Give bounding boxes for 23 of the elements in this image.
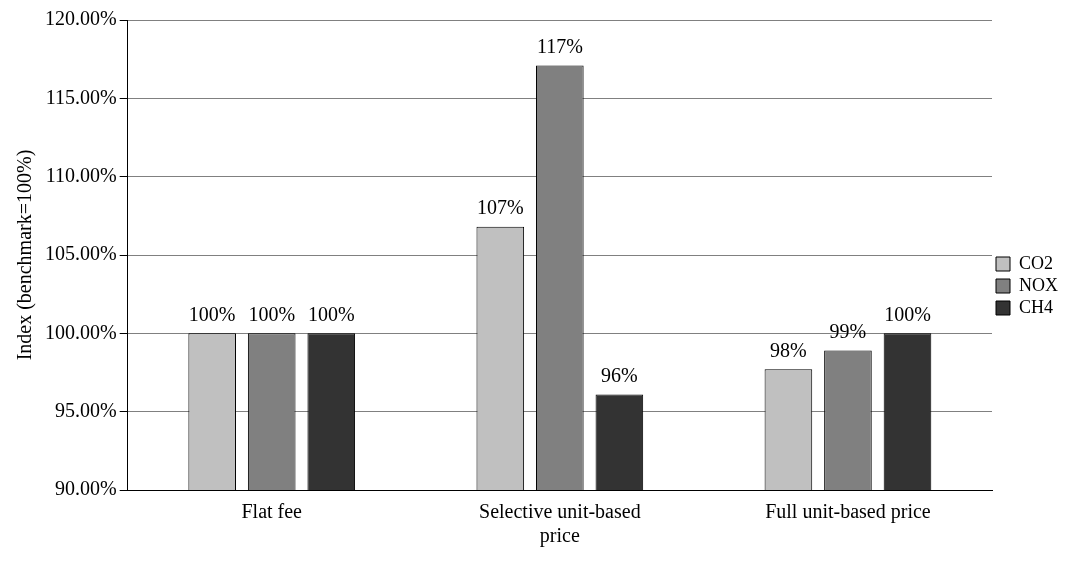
data-label: 100% xyxy=(188,302,236,325)
data-label: 100% xyxy=(884,302,931,325)
y-tick-label: 95.00% xyxy=(54,398,117,421)
data-label: 107% xyxy=(476,196,524,219)
x-tick-label: Flat fee xyxy=(241,500,303,523)
y-tick-label: 120.00% xyxy=(44,7,117,30)
y-tick-label: 115.00% xyxy=(45,85,117,108)
legend-label: NOX xyxy=(1019,274,1058,295)
x-tick-label: Selective unit-based price xyxy=(479,500,641,548)
data-label: 99% xyxy=(829,319,867,342)
legend-label: CH4 xyxy=(1019,296,1054,317)
data-label: 98% xyxy=(770,338,807,361)
data-label: 100% xyxy=(307,302,355,325)
data-label: 117% xyxy=(536,34,583,57)
legend-label: CO2 xyxy=(1019,252,1054,273)
y-tick-label: 110.00% xyxy=(45,163,117,186)
y-tick-label: 100.00% xyxy=(44,320,117,343)
data-label: 100% xyxy=(248,302,296,325)
y-tick-label: 105.00% xyxy=(44,242,117,265)
y-axis-title: Index (benchmark=100%) xyxy=(13,149,37,361)
data-label: 96% xyxy=(601,363,638,386)
y-tick-label: 90.00% xyxy=(54,477,117,500)
x-tick-label: Full unit-based price xyxy=(765,500,931,524)
